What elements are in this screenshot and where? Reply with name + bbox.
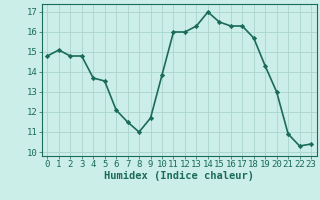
X-axis label: Humidex (Indice chaleur): Humidex (Indice chaleur) — [104, 171, 254, 181]
